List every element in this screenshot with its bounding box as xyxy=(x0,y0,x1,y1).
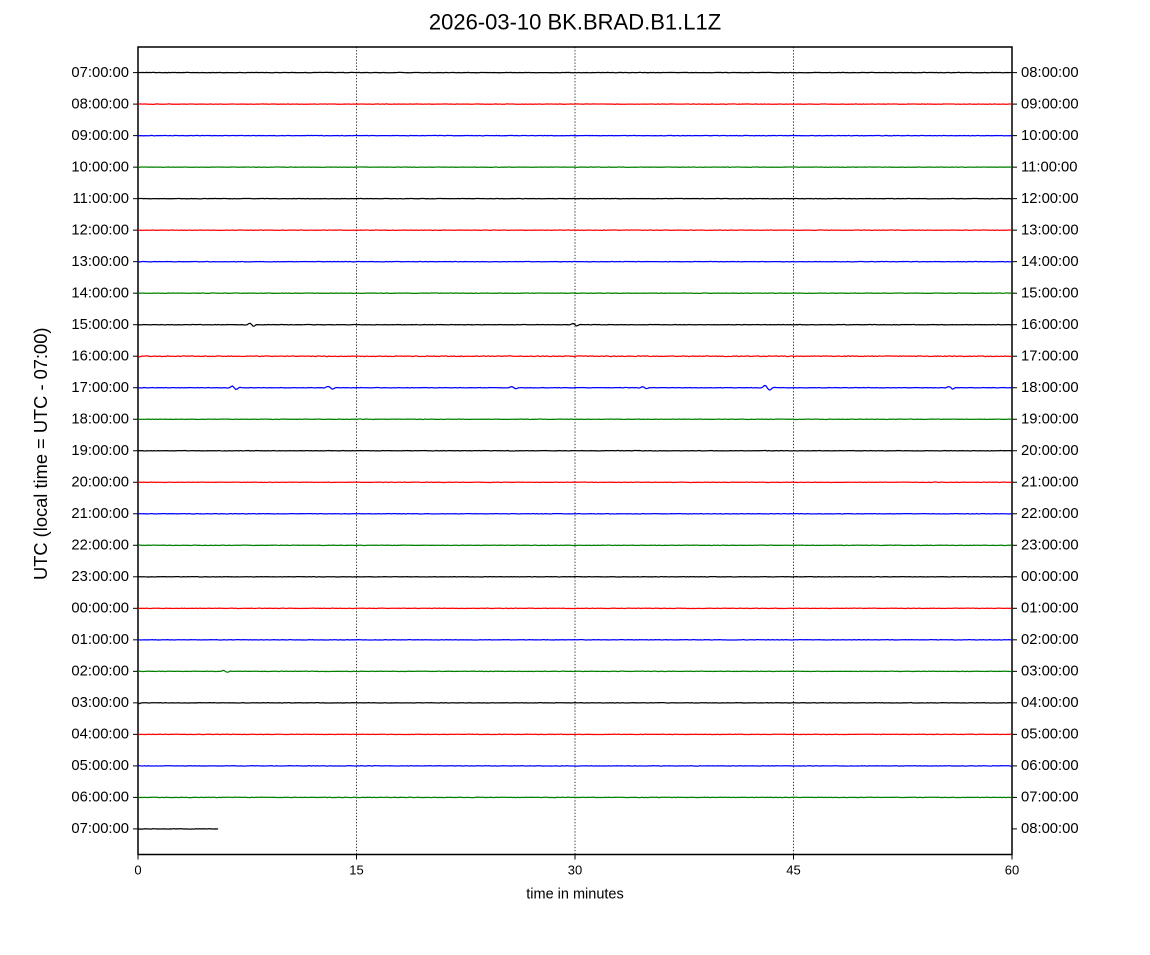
svg-text:21:00:00: 21:00:00 xyxy=(1021,474,1079,490)
svg-text:07:00:00: 07:00:00 xyxy=(71,65,129,81)
svg-text:23:00:00: 23:00:00 xyxy=(71,569,129,585)
svg-text:23:00:00: 23:00:00 xyxy=(1021,537,1079,553)
svg-text:15: 15 xyxy=(349,863,363,878)
svg-text:02:00:00: 02:00:00 xyxy=(71,664,129,680)
svg-text:12:00:00: 12:00:00 xyxy=(71,222,129,238)
svg-text:08:00:00: 08:00:00 xyxy=(71,96,129,112)
svg-text:0: 0 xyxy=(134,863,141,878)
svg-text:30: 30 xyxy=(568,863,582,878)
svg-text:09:00:00: 09:00:00 xyxy=(71,128,129,144)
svg-text:18:00:00: 18:00:00 xyxy=(71,411,129,427)
svg-text:16:00:00: 16:00:00 xyxy=(71,348,129,364)
svg-text:17:00:00: 17:00:00 xyxy=(1021,348,1079,364)
svg-text:06:00:00: 06:00:00 xyxy=(71,790,129,806)
svg-text:01:00:00: 01:00:00 xyxy=(71,632,129,648)
svg-text:17:00:00: 17:00:00 xyxy=(71,380,129,396)
svg-text:09:00:00: 09:00:00 xyxy=(1021,96,1079,112)
svg-text:08:00:00: 08:00:00 xyxy=(1021,821,1079,837)
svg-text:14:00:00: 14:00:00 xyxy=(71,285,129,301)
svg-text:10:00:00: 10:00:00 xyxy=(1021,128,1079,144)
svg-text:05:00:00: 05:00:00 xyxy=(71,758,129,774)
svg-text:22:00:00: 22:00:00 xyxy=(1021,506,1079,522)
svg-text:22:00:00: 22:00:00 xyxy=(71,537,129,553)
svg-text:12:00:00: 12:00:00 xyxy=(1021,191,1079,207)
svg-text:00:00:00: 00:00:00 xyxy=(71,601,129,617)
svg-text:15:00:00: 15:00:00 xyxy=(71,317,129,333)
svg-text:16:00:00: 16:00:00 xyxy=(1021,317,1079,333)
svg-text:05:00:00: 05:00:00 xyxy=(1021,727,1079,743)
svg-text:10:00:00: 10:00:00 xyxy=(71,159,129,175)
svg-text:13:00:00: 13:00:00 xyxy=(1021,222,1079,238)
svg-text:45: 45 xyxy=(786,863,800,878)
svg-text:UTC (local time = UTC - 07:00): UTC (local time = UTC - 07:00) xyxy=(30,328,51,580)
svg-text:08:00:00: 08:00:00 xyxy=(1021,65,1079,81)
svg-text:20:00:00: 20:00:00 xyxy=(1021,443,1079,459)
svg-text:19:00:00: 19:00:00 xyxy=(1021,411,1079,427)
svg-text:2026-03-10 BK.BRAD.B1.L1Z: 2026-03-10 BK.BRAD.B1.L1Z xyxy=(429,10,721,35)
svg-text:15:00:00: 15:00:00 xyxy=(1021,285,1079,301)
svg-text:60: 60 xyxy=(1005,863,1019,878)
svg-text:03:00:00: 03:00:00 xyxy=(1021,664,1079,680)
svg-text:01:00:00: 01:00:00 xyxy=(1021,601,1079,617)
svg-text:19:00:00: 19:00:00 xyxy=(71,443,129,459)
svg-text:18:00:00: 18:00:00 xyxy=(1021,380,1079,396)
svg-text:07:00:00: 07:00:00 xyxy=(71,821,129,837)
svg-text:11:00:00: 11:00:00 xyxy=(73,191,130,207)
svg-text:13:00:00: 13:00:00 xyxy=(71,254,129,270)
svg-text:time in minutes: time in minutes xyxy=(526,887,624,903)
svg-text:00:00:00: 00:00:00 xyxy=(1021,569,1079,585)
svg-text:20:00:00: 20:00:00 xyxy=(71,474,129,490)
svg-text:04:00:00: 04:00:00 xyxy=(1021,695,1079,711)
svg-text:07:00:00: 07:00:00 xyxy=(1021,790,1079,806)
svg-text:02:00:00: 02:00:00 xyxy=(1021,632,1079,648)
svg-text:11:00:00: 11:00:00 xyxy=(1021,159,1078,175)
svg-text:21:00:00: 21:00:00 xyxy=(71,506,129,522)
svg-text:14:00:00: 14:00:00 xyxy=(1021,254,1079,270)
svg-text:03:00:00: 03:00:00 xyxy=(71,695,129,711)
svg-text:06:00:00: 06:00:00 xyxy=(1021,758,1079,774)
svg-text:04:00:00: 04:00:00 xyxy=(71,727,129,743)
